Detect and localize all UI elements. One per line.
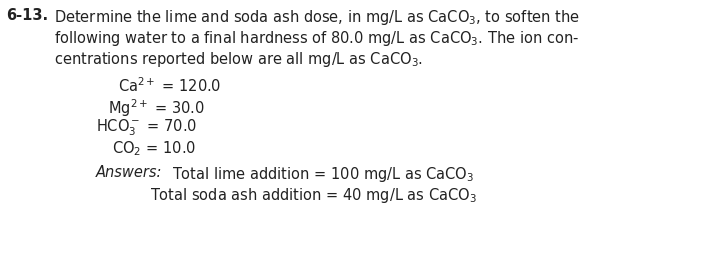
Text: Answers:: Answers: — [96, 165, 163, 180]
Text: Determine the lime and soda ash dose, in mg/L as CaCO$_3$, to soften the: Determine the lime and soda ash dose, in… — [54, 8, 580, 27]
Text: HCO$_3^-$ = 70.0: HCO$_3^-$ = 70.0 — [96, 118, 197, 139]
Text: Total soda ash addition = 40 mg/L as CaCO$_3$: Total soda ash addition = 40 mg/L as CaC… — [150, 186, 477, 205]
Text: following water to a final hardness of 80.0 mg/L as CaCO$_3$. The ion con-: following water to a final hardness of 8… — [54, 29, 579, 48]
Text: Mg$^{2+}$ = 30.0: Mg$^{2+}$ = 30.0 — [108, 97, 205, 119]
Text: 6-13.: 6-13. — [6, 8, 48, 23]
Text: Total lime addition = 100 mg/L as CaCO$_3$: Total lime addition = 100 mg/L as CaCO$_… — [172, 165, 474, 184]
Text: CO$_2$ = 10.0: CO$_2$ = 10.0 — [112, 139, 196, 158]
Text: Ca$^{2+}$ = 120.0: Ca$^{2+}$ = 120.0 — [118, 76, 221, 95]
Text: centrations reported below are all mg/L as CaCO$_3$.: centrations reported below are all mg/L … — [54, 50, 423, 69]
